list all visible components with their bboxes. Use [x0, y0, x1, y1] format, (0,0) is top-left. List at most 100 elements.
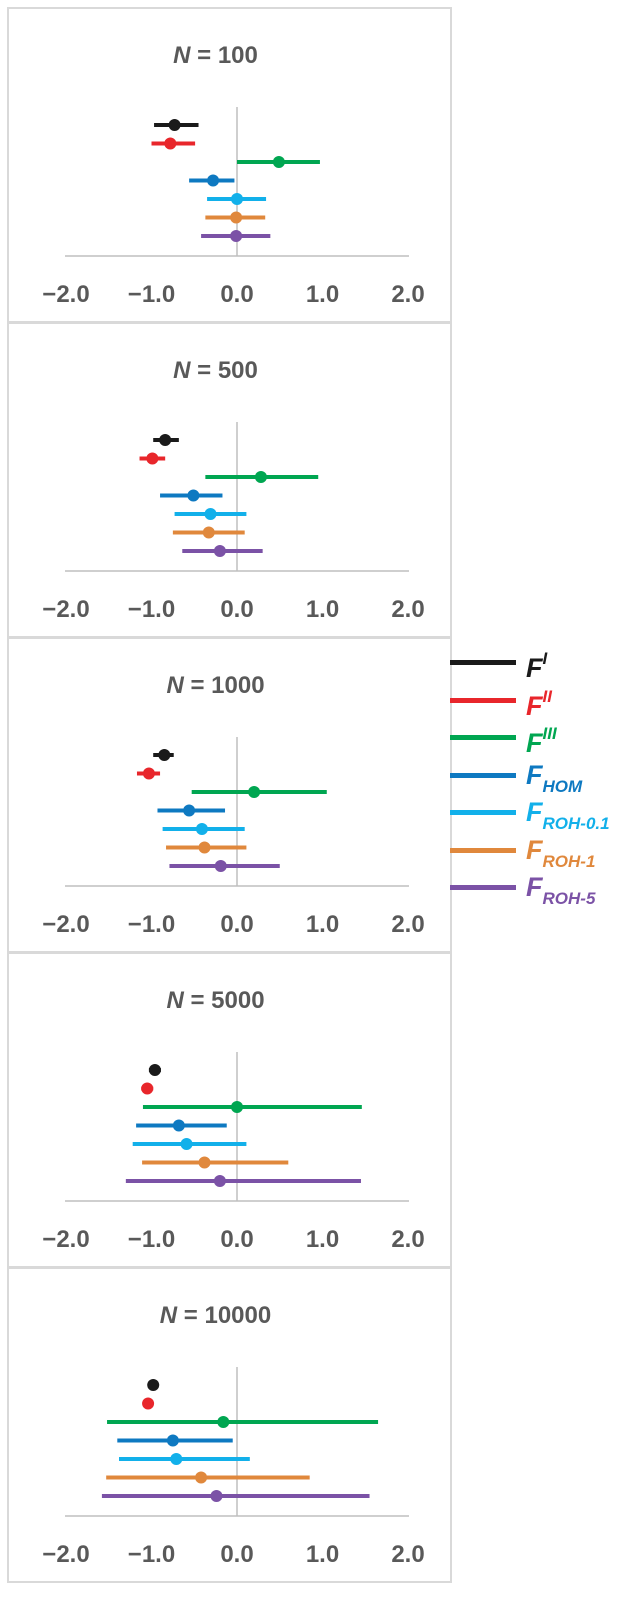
x-tick-label: −2.0: [42, 1541, 89, 1568]
panel-title-variable: N: [160, 1302, 178, 1329]
x-tick-label: 1.0: [306, 1541, 339, 1568]
estimate-point-FII: [141, 1082, 154, 1095]
estimate-point-FROH1: [202, 526, 215, 539]
x-tick-label: 0.0: [220, 1226, 253, 1253]
estimate-point-FI: [147, 1379, 160, 1391]
estimate-point-FROH5: [213, 1175, 226, 1187]
legend-label-superscript: III: [542, 724, 557, 743]
forest-plot-svg: N = 500 −2.0 −1.0 0.0 1.0 2.0: [42, 357, 424, 623]
legend-label: FII: [526, 683, 552, 723]
legend-swatch: [450, 772, 516, 778]
estimate-point-FIII: [254, 471, 267, 483]
panel-title-variable: N: [166, 672, 184, 699]
estimate-point-FHOM: [207, 174, 220, 187]
estimate-point-FROH01: [180, 1138, 193, 1150]
panel-title: N = 500: [173, 357, 258, 384]
legend-label-subscript: HOM: [542, 776, 583, 796]
panel-title-value: = 1000: [184, 672, 265, 699]
forest-panel: N = 10000 −2.0 −1.0 0.0 1.0 2.0: [7, 1267, 452, 1583]
panel-title-value: = 500: [190, 357, 257, 384]
x-tick-label: 2.0: [391, 596, 424, 623]
estimate-point-FI: [148, 1064, 161, 1076]
x-tick-label: 1.0: [306, 911, 339, 938]
forest-panel: N = 500 −2.0 −1.0 0.0 1.0 2.0: [7, 322, 452, 638]
x-tick-label: −1.0: [128, 281, 175, 308]
legend-item: FII: [450, 683, 640, 721]
x-tick-label: 0.0: [220, 1541, 253, 1568]
x-tick-label: −1.0: [128, 1541, 175, 1568]
estimate-point-FROH5: [213, 545, 226, 557]
x-tick-label: 0.0: [220, 281, 253, 308]
legend-label-subscript: ROH-0.1: [542, 814, 610, 834]
legend-label-base: F: [526, 759, 543, 790]
legend-item: FIII: [450, 720, 640, 758]
x-tick-label: 1.0: [306, 596, 339, 623]
legend-swatch: [450, 810, 516, 815]
legend-label-base: F: [526, 728, 543, 758]
estimate-point-FROH1: [195, 1471, 208, 1484]
panel-title-value: = 5000: [184, 987, 265, 1014]
panel-title: N = 10000: [160, 1302, 271, 1329]
legend-label: FROH-1: [526, 833, 595, 877]
legend-item: FROH-5: [450, 870, 640, 908]
forest-plot-svg: N = 5000 −2.0 −1.0 0.0 1.0 2.0: [42, 987, 424, 1253]
legend-item: FI: [450, 645, 640, 683]
forest-plot-svg: N = 10000 −2.0 −1.0 0.0 1.0 2.0: [42, 1302, 424, 1568]
legend-item: FROH-0.1: [450, 795, 640, 833]
estimate-point-FIII: [231, 1101, 243, 1113]
x-tick-label: 1.0: [306, 281, 339, 308]
legend-swatch: [450, 697, 516, 703]
estimate-point-FHOM: [172, 1119, 185, 1132]
legend-item: FHOM: [450, 758, 640, 796]
legend-label-superscript: I: [542, 649, 548, 668]
legend-swatch: [450, 735, 516, 740]
forest-panel: N = 100 −2.0 −1.0 0.0 1.0 2.0: [7, 7, 452, 323]
estimate-point-FIII: [272, 156, 285, 168]
legend-swatch: [450, 847, 516, 853]
x-tick-label: −2.0: [42, 1226, 89, 1253]
legend-label-subscript: ROH-5: [542, 889, 596, 909]
legend-label: FROH-0.1: [526, 795, 610, 839]
x-tick-label: 2.0: [391, 281, 424, 308]
legend-swatch: [450, 885, 516, 890]
panel-title-value: = 100: [190, 42, 257, 69]
estimate-point-FHOM: [187, 489, 200, 502]
x-tick-label: −1.0: [128, 1226, 175, 1253]
legend-label: FIII: [526, 720, 557, 760]
x-tick-label: 0.0: [220, 911, 253, 938]
forest-panel: N = 1000 −2.0 −1.0 0.0 1.0 2.0: [7, 637, 452, 953]
panel-title: N = 1000: [166, 672, 264, 699]
x-tick-label: −2.0: [42, 911, 89, 938]
estimate-point-FROH01: [231, 193, 243, 205]
legend-label-base: F: [526, 872, 543, 902]
panel-title-variable: N: [166, 987, 184, 1014]
estimate-point-FIII: [217, 1416, 230, 1428]
legend-label: FHOM: [526, 758, 582, 802]
x-tick-label: −1.0: [128, 911, 175, 938]
forest-plot-svg: N = 100 −2.0 −1.0 0.0 1.0 2.0: [42, 42, 424, 308]
estimate-point-FHOM: [183, 804, 196, 817]
forest-plot-svg: N = 1000 −2.0 −1.0 0.0 1.0 2.0: [42, 672, 424, 938]
panel-title-value: = 10000: [177, 1302, 271, 1329]
estimate-point-FROH5: [230, 230, 243, 242]
x-tick-label: 2.0: [391, 911, 424, 938]
estimate-point-FROH01: [170, 1453, 183, 1465]
estimate-point-FII: [146, 452, 159, 465]
estimate-point-FII: [142, 767, 155, 780]
x-tick-label: −2.0: [42, 281, 89, 308]
estimate-point-FI: [168, 119, 181, 131]
chart-panels: N = 100 −2.0 −1.0 0.0 1.0 2.0 N = 500 −2.0 −1.0 0…: [7, 7, 452, 1583]
legend-label: FROH-5: [526, 870, 595, 914]
panel-title: N = 5000: [166, 987, 264, 1014]
estimate-point-FROH5: [210, 1490, 223, 1502]
forest-panel: N = 5000 −2.0 −1.0 0.0 1.0 2.0: [7, 952, 452, 1268]
estimate-point-FROH5: [214, 860, 227, 872]
x-tick-label: 0.0: [220, 596, 253, 623]
legend-label-base: F: [526, 690, 543, 721]
estimate-point-FII: [164, 137, 177, 150]
estimate-point-FROH1: [198, 1156, 211, 1169]
legend-label-base: F: [526, 797, 543, 827]
legend-label-superscript: II: [542, 686, 552, 706]
x-tick-label: −2.0: [42, 596, 89, 623]
panel-title: N = 100: [173, 42, 258, 69]
